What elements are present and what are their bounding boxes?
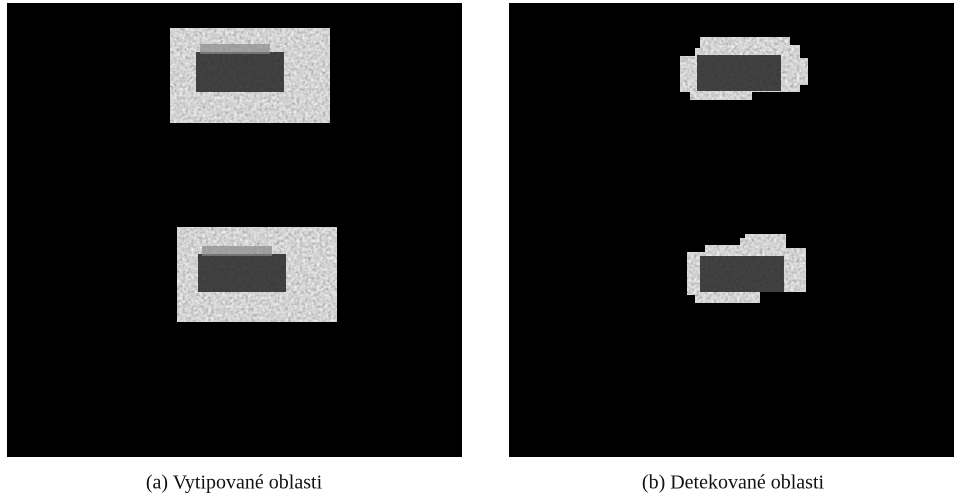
region-patch xyxy=(177,227,337,322)
caption: (a) Vytipované oblasti xyxy=(146,472,323,494)
region-patch xyxy=(170,28,330,123)
figure: (a) Vytipované oblasti (b) Detekované ob… xyxy=(0,0,954,499)
caption: (b) Detekované oblasti xyxy=(642,472,825,494)
